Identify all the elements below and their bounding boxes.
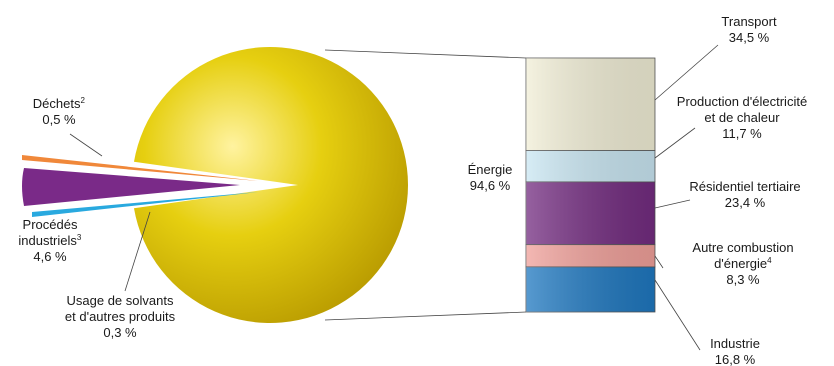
pie-slice-procedes-industriels xyxy=(22,168,240,206)
label-energie: Énergie 94,6 % xyxy=(468,162,513,193)
label-segment-4: Industrie 16,8 % xyxy=(710,336,760,366)
label-segment-0: Transport 34,5 % xyxy=(721,14,777,45)
leader-segment-1 xyxy=(654,127,696,159)
connector-bottom xyxy=(324,311,527,321)
leader-segment-0 xyxy=(654,44,719,101)
pie-slice-usage-solvants xyxy=(32,192,258,217)
label-segment-2: Résidentiel tertiaire 23,4 % xyxy=(689,179,800,210)
label-segment-3: Autre combustion d'énergie4 8,3 % xyxy=(692,240,793,287)
label-dechets: Déchets2 0,5 % xyxy=(33,96,86,127)
leader-segment-3 xyxy=(654,255,664,269)
stacked-bar xyxy=(525,57,656,313)
breakdown-connector-lines xyxy=(324,49,527,321)
bar-segment-shade-3 xyxy=(526,244,655,267)
leader-lines xyxy=(69,44,719,351)
label-usage-solvants: Usage de solvants et d'autres produits 0,3… xyxy=(65,293,176,340)
chart-labels: Énergie 94,6 % Déchets2 0,5 % Procédés indus… xyxy=(18,14,807,366)
bar-segment-shade-1 xyxy=(526,150,655,182)
bar-segment-shade-0 xyxy=(526,58,655,151)
pie-chart xyxy=(22,46,408,323)
bar-segment-shade-2 xyxy=(526,181,655,245)
bar-segment-shade-4 xyxy=(526,266,655,312)
pie-slice-dechets xyxy=(22,155,258,181)
leader-solvants xyxy=(124,211,151,292)
connector-top xyxy=(324,49,527,59)
leader-dechets xyxy=(69,133,103,157)
leader-segment-2 xyxy=(654,199,691,209)
label-procedes-industriels: Procédés industriels3 4,6 % xyxy=(18,217,82,264)
label-segment-1: Production d'électricité et de chaleur 11,… xyxy=(677,94,807,141)
leader-segment-4 xyxy=(654,279,701,351)
pie-slice-energie xyxy=(133,46,408,323)
